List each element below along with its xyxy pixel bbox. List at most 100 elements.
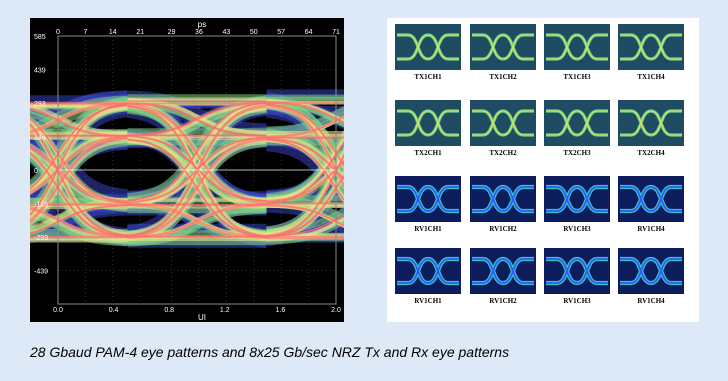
nrz-eye-image bbox=[395, 248, 461, 294]
nrz-eye-trace-1 bbox=[472, 186, 534, 212]
nrz-eye-svg bbox=[620, 33, 682, 61]
nrz-eye-svg bbox=[620, 184, 682, 214]
y-tick-5: -146 bbox=[34, 201, 48, 208]
top-tick-1: 7 bbox=[83, 29, 87, 36]
nrz-eye-cell: TX1CH3 bbox=[544, 24, 610, 86]
nrz-eye-trace-0 bbox=[472, 184, 534, 214]
nrz-eye-trace-0 bbox=[397, 33, 459, 61]
nrz-eye-grid: TX1CH1 TX1CH2 TX1CH3 TX1CH4 TX2CH1 TX2CH2 TX2C… bbox=[387, 18, 699, 322]
figure-caption: 28 Gbaud PAM-4 eye patterns and 8x25 Gb/… bbox=[30, 344, 510, 360]
nrz-eye-trace-0 bbox=[472, 109, 534, 137]
nrz-eye-label: TX1CH3 bbox=[563, 73, 591, 81]
nrz-eye-image bbox=[618, 100, 684, 146]
nrz-eye-image bbox=[544, 24, 610, 70]
nrz-eye-cell: TX1CH1 bbox=[395, 24, 461, 86]
nrz-eye-label: RV1CH3 bbox=[563, 297, 591, 305]
nrz-eye-cell: TX1CH2 bbox=[470, 24, 536, 86]
nrz-eye-cell: RV1CH4 bbox=[618, 176, 684, 238]
pam4-traces bbox=[30, 89, 344, 248]
nrz-eye-cell: RV1CH4 bbox=[618, 248, 684, 310]
nrz-eye-trace-0 bbox=[546, 109, 608, 137]
nrz-eye-cell: RV1CH2 bbox=[470, 176, 536, 238]
y-tick-7: -439 bbox=[34, 269, 48, 276]
nrz-eye-trace-0 bbox=[472, 256, 534, 286]
bottom-tick-3: 1.2 bbox=[220, 307, 230, 314]
nrz-eye-image bbox=[618, 24, 684, 70]
nrz-eye-label: RV1CH2 bbox=[489, 225, 517, 233]
nrz-eye-label: TX2CH1 bbox=[414, 149, 442, 157]
nrz-eye-trace-0 bbox=[397, 109, 459, 137]
nrz-eye-trace-1 bbox=[620, 34, 682, 60]
bottom-axis-label: UI bbox=[198, 313, 206, 322]
nrz-eye-trace-0 bbox=[620, 109, 682, 137]
nrz-eye-cell: TX2CH1 bbox=[395, 100, 461, 162]
nrz-eye-label: RV1CH1 bbox=[414, 297, 442, 305]
top-tick-3: 21 bbox=[136, 29, 144, 36]
pam4-eye-svg: 0 7 14 21 29 36 43 50 57 64 71 0.0 0.4 0.8 1.2 1.6 2.0 58… bbox=[30, 20, 344, 322]
nrz-eye-cell: RV1CH3 bbox=[544, 176, 610, 238]
y-tick-4: 0 bbox=[34, 168, 38, 175]
nrz-eye-svg bbox=[546, 256, 608, 286]
nrz-eye-trace-1 bbox=[397, 110, 459, 136]
nrz-eye-image bbox=[544, 176, 610, 222]
nrz-eye-cell: TX2CH2 bbox=[470, 100, 536, 162]
pam4-trace-3-1-3-1-1 bbox=[127, 105, 267, 205]
nrz-eye-trace-1 bbox=[472, 34, 534, 60]
top-tick-4: 29 bbox=[168, 29, 176, 36]
nrz-eye-trace-1 bbox=[546, 186, 608, 212]
nrz-eye-label: TX1CH2 bbox=[489, 73, 517, 81]
nrz-eye-label: TX2CH2 bbox=[489, 149, 517, 157]
nrz-eye-svg bbox=[397, 256, 459, 286]
nrz-eye-image bbox=[544, 248, 610, 294]
nrz-eye-image bbox=[395, 100, 461, 146]
nrz-eye-image bbox=[618, 176, 684, 222]
nrz-eye-trace-0 bbox=[397, 184, 459, 214]
nrz-eye-image bbox=[618, 248, 684, 294]
nrz-eye-svg bbox=[397, 109, 459, 137]
pam4-ticks: 0 7 14 21 29 36 43 50 57 64 71 0.0 0.4 0.8 1.2 1.6 2.0 58… bbox=[34, 29, 341, 314]
nrz-eye-svg bbox=[620, 109, 682, 137]
pam4-grid bbox=[57, 35, 337, 305]
nrz-eye-image bbox=[544, 100, 610, 146]
bottom-tick-4: 1.6 bbox=[276, 307, 286, 314]
top-tick-9: 64 bbox=[305, 29, 313, 36]
nrz-eye-svg bbox=[546, 33, 608, 61]
bottom-tick-1: 0.4 bbox=[109, 307, 119, 314]
y-tick-1: 439 bbox=[34, 67, 46, 74]
top-tick-8: 57 bbox=[277, 29, 285, 36]
nrz-eye-trace-1 bbox=[397, 186, 459, 212]
nrz-eye-trace-0 bbox=[546, 256, 608, 286]
nrz-eye-cell: TX2CH4 bbox=[618, 100, 684, 162]
y-tick-3: 146 bbox=[34, 135, 46, 142]
nrz-eye-label: TX2CH3 bbox=[563, 149, 591, 157]
nrz-eye-trace-1 bbox=[620, 186, 682, 212]
nrz-eye-svg bbox=[397, 33, 459, 61]
nrz-eye-cell: TX1CH4 bbox=[618, 24, 684, 86]
pam4-eye-plot: 0 7 14 21 29 36 43 50 57 64 71 0.0 0.4 0.8 1.2 1.6 2.0 58… bbox=[30, 18, 344, 322]
nrz-eye-cell: TX2CH3 bbox=[544, 100, 610, 162]
nrz-eye-trace-0 bbox=[620, 33, 682, 61]
nrz-eye-label: RV1CH2 bbox=[489, 297, 517, 305]
bottom-tick-0: 0.0 bbox=[53, 307, 63, 314]
nrz-eye-image bbox=[395, 176, 461, 222]
nrz-eye-trace-1 bbox=[546, 258, 608, 284]
top-axis-label: ps bbox=[198, 20, 206, 29]
nrz-eye-trace-0 bbox=[546, 33, 608, 61]
nrz-eye-svg bbox=[546, 184, 608, 214]
nrz-eye-image bbox=[470, 176, 536, 222]
nrz-eye-svg bbox=[472, 256, 534, 286]
nrz-eye-cell: RV1CH1 bbox=[395, 176, 461, 238]
pam4-trace-3-1-2-0-1 bbox=[127, 139, 267, 239]
nrz-eye-image bbox=[470, 248, 536, 294]
top-tick-10: 71 bbox=[332, 29, 340, 36]
pam4-trace-3-1-3-1-0 bbox=[127, 103, 267, 203]
nrz-eye-svg bbox=[472, 33, 534, 61]
pam4-trace-3-1-1-0-1 bbox=[127, 204, 267, 239]
nrz-eye-cell: RV1CH3 bbox=[544, 248, 610, 310]
top-tick-0: 0 bbox=[56, 29, 60, 36]
pam4-trace-3-1-3-2-1 bbox=[127, 103, 267, 138]
nrz-eye-image bbox=[395, 24, 461, 70]
nrz-eye-label: TX1CH1 bbox=[414, 73, 442, 81]
nrz-eye-label: RV1CH3 bbox=[563, 225, 591, 233]
nrz-eye-cell: RV1CH2 bbox=[470, 248, 536, 310]
